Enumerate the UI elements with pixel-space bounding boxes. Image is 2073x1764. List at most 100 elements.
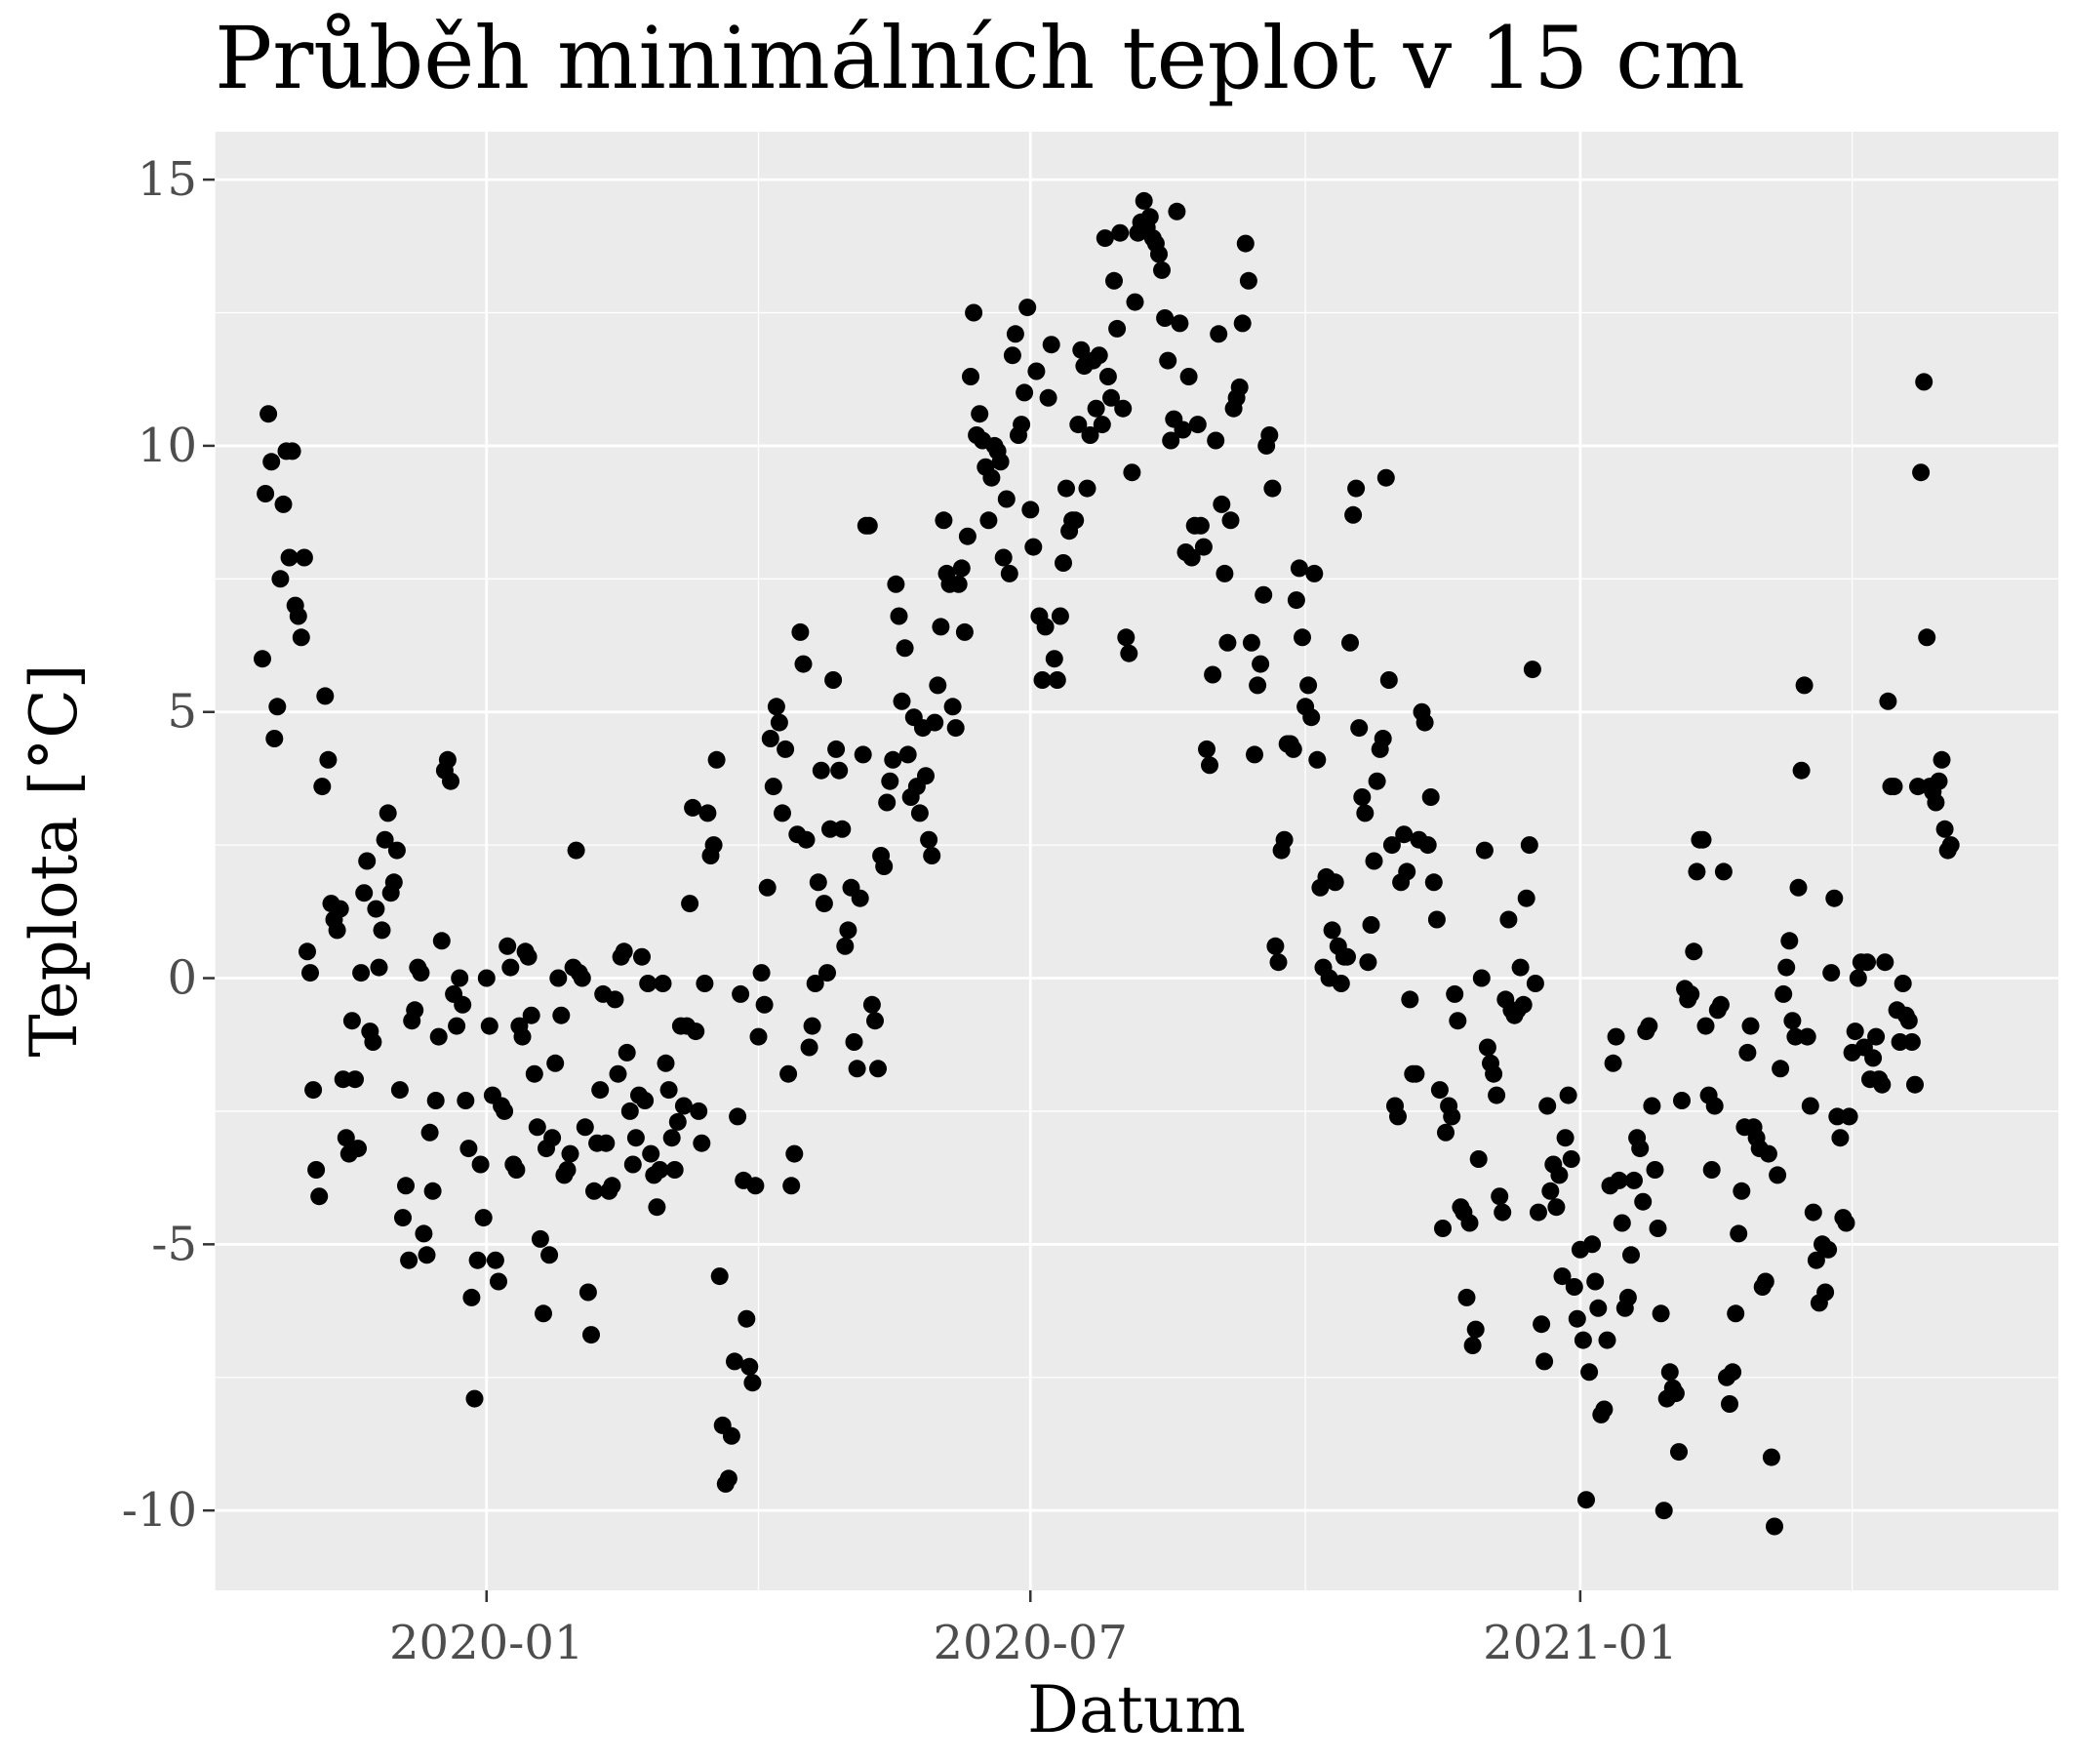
data-point bbox=[1738, 1043, 1757, 1062]
data-point bbox=[465, 1389, 484, 1408]
data-point bbox=[824, 671, 843, 689]
data-point bbox=[1607, 1027, 1625, 1046]
data-point bbox=[770, 713, 788, 732]
data-point bbox=[1024, 538, 1043, 556]
data-point bbox=[1613, 1214, 1631, 1232]
data-point bbox=[657, 1054, 675, 1072]
data-point bbox=[690, 1102, 708, 1120]
data-point bbox=[313, 778, 332, 796]
data-point bbox=[1210, 325, 1228, 343]
data-point bbox=[1159, 351, 1177, 370]
data-point bbox=[1036, 618, 1055, 636]
data-point bbox=[1915, 373, 1933, 391]
data-point bbox=[1437, 1123, 1455, 1142]
data-point bbox=[1724, 1363, 1742, 1382]
data-point bbox=[346, 1070, 364, 1089]
data-point bbox=[448, 1017, 466, 1035]
data-point bbox=[952, 559, 971, 578]
data-point bbox=[1236, 234, 1255, 253]
data-point bbox=[761, 730, 779, 747]
data-point bbox=[271, 570, 290, 588]
data-point bbox=[1766, 1517, 1783, 1536]
data-point bbox=[1780, 932, 1799, 950]
minor-gridlines bbox=[214, 132, 2058, 1645]
chart-title: Průběh minimálních teplot v 15 cm bbox=[215, 8, 1745, 108]
data-point bbox=[1625, 1171, 1643, 1189]
data-point bbox=[1308, 750, 1327, 769]
data-point bbox=[833, 820, 852, 838]
data-point bbox=[1783, 1012, 1802, 1030]
data-point bbox=[1577, 1491, 1595, 1509]
data-point bbox=[1072, 341, 1091, 359]
data-point bbox=[274, 495, 293, 513]
data-point bbox=[498, 937, 517, 955]
data-point bbox=[623, 1155, 642, 1174]
data-point bbox=[1006, 325, 1024, 343]
data-point bbox=[1649, 1220, 1667, 1237]
data-point bbox=[1660, 1363, 1679, 1382]
data-point bbox=[289, 607, 307, 625]
data-point bbox=[1269, 953, 1288, 972]
data-point bbox=[1774, 984, 1793, 1003]
data-point bbox=[1762, 1448, 1780, 1466]
data-point bbox=[525, 1064, 543, 1083]
data-point bbox=[1727, 1304, 1745, 1323]
data-point bbox=[415, 1224, 433, 1243]
data-point bbox=[946, 719, 965, 738]
data-point bbox=[1168, 202, 1186, 220]
data-point bbox=[636, 1092, 655, 1109]
data-point bbox=[642, 1144, 660, 1163]
data-point bbox=[684, 798, 702, 817]
data-point bbox=[1574, 1331, 1592, 1349]
data-point bbox=[1081, 426, 1099, 444]
data-point bbox=[1849, 969, 1867, 987]
data-point bbox=[1188, 416, 1207, 434]
data-point bbox=[319, 750, 338, 769]
data-point bbox=[809, 873, 827, 892]
data-point bbox=[887, 575, 905, 593]
data-point bbox=[752, 964, 771, 982]
data-point bbox=[1427, 910, 1446, 929]
data-point bbox=[1533, 1315, 1551, 1334]
data-point bbox=[651, 1161, 669, 1179]
data-point bbox=[1457, 1288, 1476, 1306]
data-point bbox=[1126, 293, 1144, 311]
data-point bbox=[1120, 644, 1138, 662]
data-point bbox=[1379, 671, 1398, 689]
x-tick-label: 2020-07 bbox=[934, 1616, 1128, 1670]
data-point bbox=[1598, 1331, 1616, 1349]
data-point bbox=[1123, 463, 1141, 482]
data-point bbox=[979, 511, 998, 530]
data-point bbox=[1643, 1097, 1661, 1115]
data-point bbox=[1162, 431, 1180, 450]
data-point bbox=[830, 761, 849, 780]
data-point bbox=[1538, 1097, 1557, 1115]
data-point bbox=[1090, 346, 1108, 365]
data-point bbox=[1935, 820, 1954, 838]
data-point bbox=[1353, 788, 1372, 806]
data-point bbox=[490, 1272, 507, 1291]
data-point bbox=[620, 1102, 639, 1120]
data-point bbox=[740, 1357, 759, 1376]
data-point bbox=[648, 1198, 666, 1217]
data-point bbox=[606, 990, 624, 1009]
data-point bbox=[543, 1129, 562, 1147]
data-point bbox=[881, 772, 899, 790]
data-point bbox=[352, 964, 371, 982]
data-point bbox=[1415, 713, 1434, 732]
data-point bbox=[1218, 633, 1237, 652]
data-point bbox=[1093, 416, 1111, 434]
data-point bbox=[615, 942, 633, 961]
data-point bbox=[1670, 1443, 1688, 1462]
data-point bbox=[1418, 836, 1437, 855]
data-point bbox=[1711, 995, 1730, 1014]
data-point bbox=[1705, 1097, 1724, 1115]
data-point bbox=[755, 995, 774, 1014]
data-point bbox=[955, 622, 974, 641]
data-point bbox=[839, 921, 857, 940]
data-point bbox=[1652, 1304, 1670, 1323]
data-point bbox=[1547, 1198, 1566, 1217]
data-point bbox=[794, 655, 813, 673]
data-point bbox=[962, 368, 979, 385]
